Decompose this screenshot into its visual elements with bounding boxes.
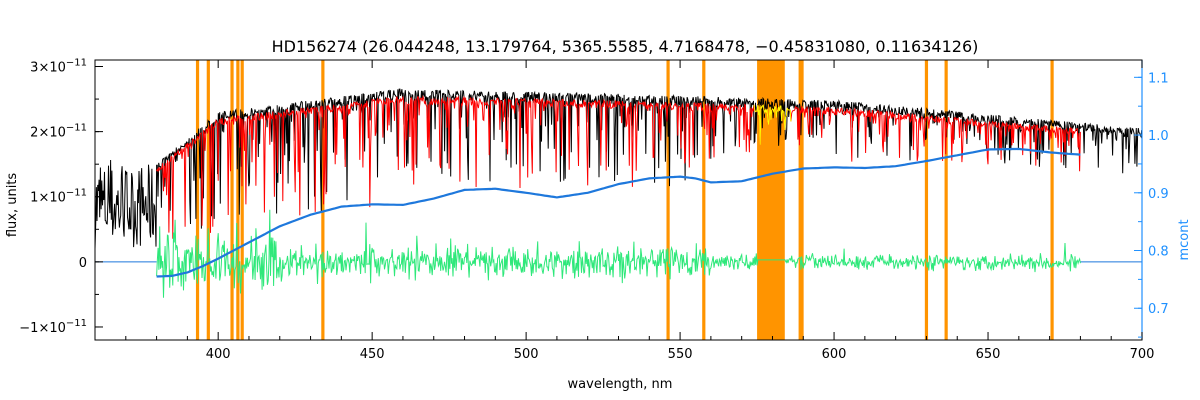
- x-tick-label: 450: [360, 347, 385, 362]
- masked-line: [321, 60, 325, 340]
- chart-title: HD156274 (26.044248, 13.179764, 5365.558…: [272, 37, 979, 56]
- masked-line: [236, 60, 240, 340]
- masked-line: [240, 60, 244, 340]
- y-tick-label: 2×10−11: [30, 123, 87, 141]
- model-line: [156, 95, 1081, 239]
- x-tick-label: 400: [206, 347, 231, 362]
- excluded-model-line: [753, 104, 792, 145]
- x-tick-label: 550: [668, 347, 693, 362]
- residuals: [156, 209, 1081, 298]
- masked-line: [924, 60, 929, 340]
- masked-line: [702, 60, 706, 340]
- x-axis-label: wavelength, nm: [568, 377, 673, 392]
- masked-line: [1050, 60, 1054, 340]
- masked-line: [944, 60, 948, 340]
- y2-tick-label: 0.7: [1148, 302, 1169, 317]
- observed-spectrum: [94, 88, 1143, 249]
- masked-line: [666, 60, 670, 340]
- x-tick-label: 650: [976, 347, 1001, 362]
- masked-line: [230, 60, 234, 340]
- masked-line: [800, 60, 804, 340]
- residuals-line: [156, 209, 1081, 298]
- mcont-line: [156, 147, 1081, 278]
- observed-line: [94, 88, 1143, 249]
- axes: 400 450 500 550 600 650 700 −1×10−11 0 1×10−11 2×1…: [19, 58, 1168, 362]
- y2-tick-label: 1.1: [1148, 71, 1169, 86]
- x-tick-label: 600: [822, 347, 847, 362]
- right-axis-label: mcont: [1177, 219, 1192, 260]
- y-axis-label: flux, units: [5, 173, 20, 238]
- y2-tick-label: 1.0: [1148, 129, 1169, 144]
- masked-line: [195, 60, 200, 340]
- y-tick-label: 3×10−11: [30, 58, 87, 76]
- x-tick-label: 500: [514, 347, 539, 362]
- mcont-curve: [156, 147, 1081, 278]
- y2-tick-label: 0.9: [1148, 187, 1169, 202]
- y-tick-label: 0: [79, 256, 87, 271]
- x-tick-label: 700: [1130, 347, 1155, 362]
- model-spectrum: [95, 95, 1142, 263]
- y2-tick-label: 0.8: [1148, 245, 1169, 260]
- y-tick-label: −1×10−11: [19, 318, 87, 336]
- y-tick-label: 1×10−11: [30, 188, 87, 206]
- masked-line: [798, 60, 802, 340]
- masked-line: [206, 60, 210, 340]
- plot-frame: [94, 59, 1143, 341]
